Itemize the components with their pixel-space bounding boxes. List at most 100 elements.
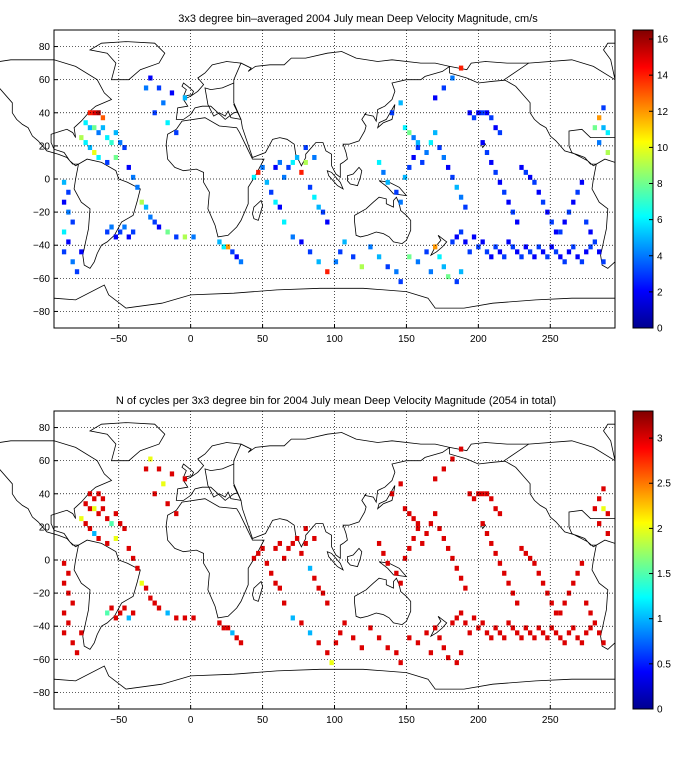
data-cell — [299, 620, 304, 626]
data-cell — [342, 620, 347, 626]
data-cell — [519, 635, 524, 641]
data-cell — [601, 105, 606, 111]
data-cell — [234, 635, 239, 641]
data-cell — [558, 229, 563, 235]
colorbar-tick-label: 2 — [657, 524, 663, 535]
data-cell — [484, 249, 490, 255]
data-cell — [122, 526, 127, 532]
data-cell — [264, 560, 270, 566]
data-cell — [143, 85, 149, 91]
data-cell — [230, 249, 235, 255]
colorbar-tick-label: 2 — [657, 287, 663, 298]
coastline-2 — [73, 158, 141, 269]
data-cell — [398, 481, 403, 487]
data-cell — [294, 154, 300, 160]
data-cell — [575, 570, 580, 576]
x-tick-label: 150 — [398, 334, 415, 345]
data-cell — [156, 605, 162, 611]
data-cell — [96, 491, 101, 497]
data-cell — [424, 630, 429, 636]
data-cell — [398, 580, 403, 586]
data-cell — [92, 496, 97, 502]
data-cell — [454, 660, 459, 666]
data-cell — [87, 506, 93, 512]
data-cell — [480, 620, 485, 626]
data-cell — [191, 615, 196, 621]
data-cell — [519, 164, 524, 170]
data-cell — [415, 521, 421, 527]
data-cell — [182, 234, 188, 240]
data-cell — [566, 630, 572, 636]
data-cell — [273, 199, 278, 205]
coastline-6 — [354, 577, 412, 626]
data-cell — [420, 159, 425, 165]
data-cell — [415, 259, 421, 265]
data-cell — [225, 244, 231, 250]
data-cell — [493, 244, 498, 250]
data-cell — [497, 560, 503, 566]
data-cell — [135, 565, 140, 571]
y-tick-label: 0 — [44, 556, 50, 567]
data-cell — [441, 264, 446, 270]
data-cell — [458, 229, 464, 235]
data-cell — [389, 110, 395, 116]
coastline-7 — [252, 580, 264, 602]
data-cell — [489, 540, 494, 546]
y-tick-label: −40 — [33, 622, 50, 633]
data-cell — [471, 234, 477, 240]
data-cell — [182, 476, 188, 482]
data-cell — [70, 259, 75, 265]
data-cell — [441, 645, 446, 651]
data-cell — [118, 140, 123, 146]
data-cell — [411, 154, 416, 160]
data-cell — [148, 456, 153, 462]
data-cell — [394, 650, 399, 656]
data-cell — [316, 204, 321, 210]
data-cell — [584, 249, 589, 255]
data-cell — [174, 615, 179, 621]
colorbar-tick-label: 2.5 — [657, 479, 671, 490]
data-cell — [532, 179, 537, 185]
data-cell — [394, 189, 399, 195]
data-cell — [566, 249, 572, 255]
data-cell — [96, 110, 101, 116]
data-cell — [143, 585, 149, 591]
data-cell — [433, 476, 438, 482]
data-cell — [156, 224, 162, 230]
data-cell — [497, 249, 503, 255]
data-cell — [597, 521, 602, 527]
x-tick-label: 50 — [257, 334, 269, 345]
data-cell — [156, 466, 162, 472]
data-cell — [368, 625, 373, 631]
data-cell — [316, 259, 321, 265]
data-cell — [92, 125, 97, 131]
data-cell — [394, 269, 399, 275]
data-cell — [424, 531, 429, 536]
data-cell — [122, 224, 127, 230]
data-cell — [105, 610, 110, 616]
data-cell — [428, 521, 434, 527]
data-cell — [553, 249, 559, 255]
data-cell — [571, 580, 576, 586]
data-cell — [571, 625, 576, 631]
data-cell — [307, 184, 313, 190]
colorbar-tick-label: 1 — [657, 614, 663, 625]
x-tick-label: 100 — [326, 334, 343, 345]
data-cell — [307, 565, 313, 571]
data-cell — [433, 244, 438, 250]
data-cell — [540, 630, 546, 636]
coastline-4 — [175, 61, 252, 120]
data-cell — [182, 95, 188, 101]
data-cell — [562, 640, 567, 646]
data-cell — [70, 600, 75, 606]
data-cell — [502, 189, 507, 195]
data-cell — [325, 269, 330, 275]
data-cell — [454, 234, 459, 240]
y-tick-label: −80 — [33, 307, 50, 318]
data-cell — [269, 189, 274, 195]
data-cell — [61, 249, 67, 255]
data-cell — [290, 615, 295, 621]
data-cell — [312, 575, 317, 581]
data-cell — [502, 254, 507, 260]
